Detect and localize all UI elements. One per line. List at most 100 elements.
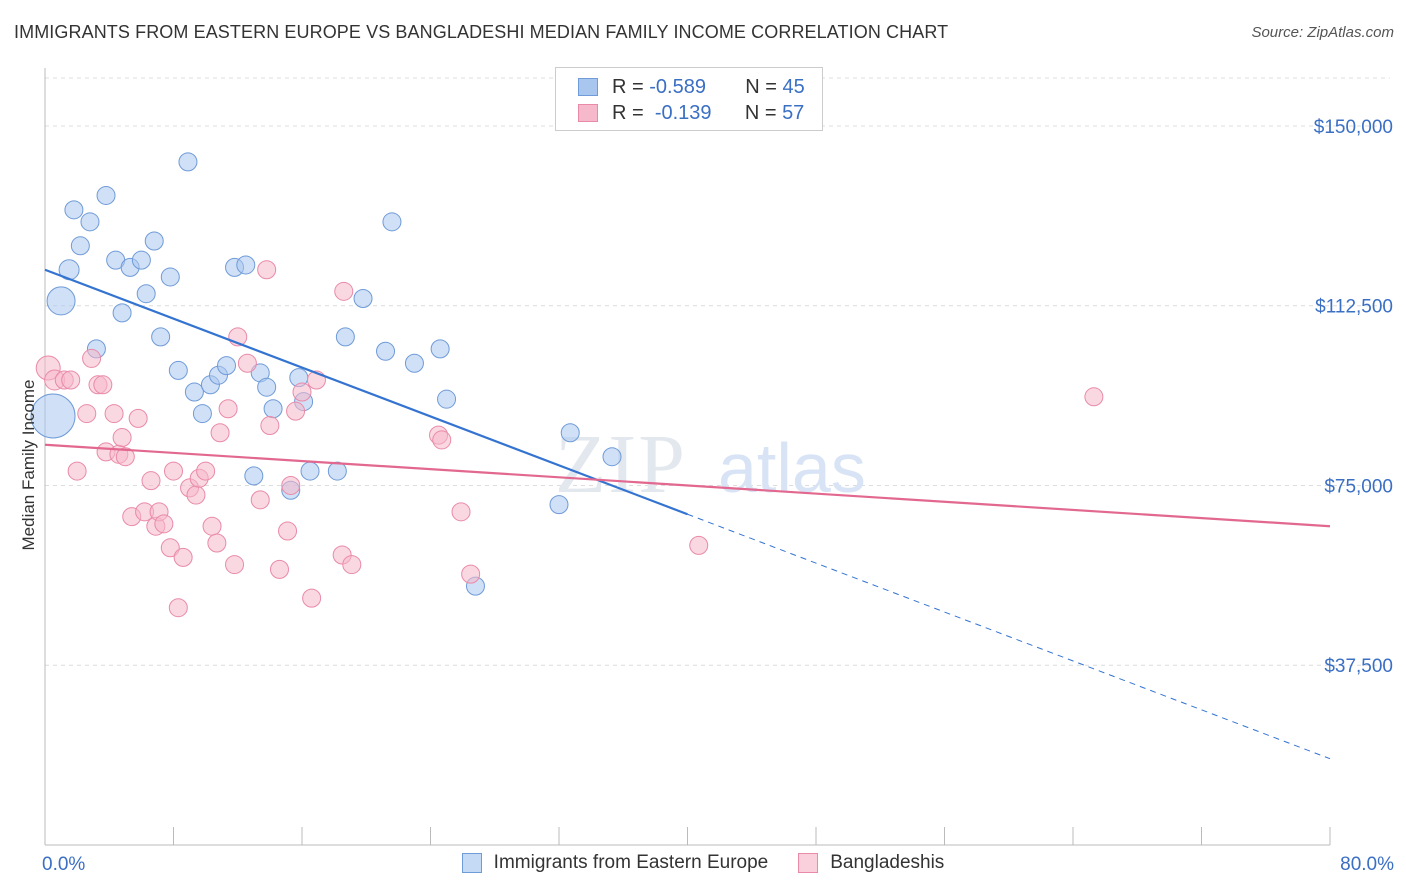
legend-label: Bangladeshis — [830, 852, 945, 873]
axes — [44, 68, 1331, 846]
point-bangladeshi — [1084, 387, 1104, 407]
point-eastern-europe — [217, 356, 237, 376]
point-eastern-europe — [244, 466, 264, 486]
x-tick-labels: 0.0% 80.0% — [42, 854, 1394, 875]
point-eastern-europe — [437, 389, 457, 409]
trend-lines — [44, 268, 1331, 760]
legend-label: Immigrants from Eastern Europe — [493, 852, 769, 873]
y-tick-labels: $37,500 $75,000 $112,500 $150,000 — [1314, 117, 1393, 677]
point-bangladeshi — [82, 348, 102, 368]
point-eastern-europe — [112, 303, 132, 323]
legend-swatch-blue — [578, 78, 598, 96]
trend-line-extension — [687, 513, 1331, 760]
point-bangladeshi — [225, 555, 245, 575]
point-eastern-europe — [151, 327, 171, 347]
point-bangladeshi — [286, 401, 306, 421]
source-credit: Source: ZipAtlas.com — [1251, 24, 1394, 41]
point-bangladeshi — [260, 416, 280, 436]
data-points — [30, 152, 1104, 618]
point-eastern-europe — [184, 382, 204, 402]
legend-r-value: -0.589 — [649, 75, 706, 98]
x-tick-label: 0.0% — [42, 854, 85, 875]
point-bangladeshi — [278, 521, 298, 541]
point-bangladeshi — [160, 538, 180, 558]
y-tick-label: $150,000 — [1314, 117, 1393, 138]
point-eastern-europe — [327, 461, 347, 481]
point-bangladeshi — [112, 428, 132, 448]
point-bangladeshi — [67, 461, 87, 481]
point-bangladeshi — [432, 430, 452, 450]
point-bangladeshi — [168, 598, 188, 618]
watermark-atlas: atlas — [718, 429, 866, 507]
legend-r-label: R = — [612, 75, 644, 98]
point-eastern-europe — [64, 200, 84, 220]
point-bangladeshi — [115, 447, 135, 467]
point-bangladeshi — [451, 502, 471, 522]
series-legend: Immigrants from Eastern Europe Banglades… — [0, 852, 1406, 874]
point-bangladeshi — [334, 281, 354, 301]
point-bangladeshi — [237, 353, 257, 373]
point-bangladeshi — [202, 516, 222, 536]
point-bangladeshi — [93, 375, 113, 395]
point-bangladeshi — [104, 404, 124, 424]
point-bangladeshi — [218, 399, 238, 419]
point-eastern-europe — [96, 185, 116, 205]
point-eastern-europe — [335, 327, 355, 347]
point-eastern-europe — [80, 212, 100, 232]
point-bangladeshi — [281, 475, 301, 495]
point-eastern-europe — [70, 236, 90, 256]
legend-item-bangladeshis[interactable]: Bangladeshis — [798, 852, 944, 874]
y-tick-label: $75,000 — [1324, 476, 1393, 497]
legend-r-value: -0.139 — [654, 101, 712, 124]
point-bangladeshi — [302, 588, 322, 608]
point-bangladeshi — [77, 404, 97, 424]
point-eastern-europe — [353, 289, 373, 309]
x-tick-label: 80.0% — [1340, 854, 1394, 875]
point-eastern-europe — [560, 423, 580, 443]
point-bangladeshi — [689, 535, 709, 555]
legend-item-eastern-europe[interactable]: Immigrants from Eastern Europe — [461, 852, 769, 874]
y-axis-title: Median Family Income — [19, 379, 38, 550]
point-bangladeshi — [270, 559, 290, 579]
legend-n-value: 45 — [782, 75, 805, 98]
point-eastern-europe — [300, 461, 320, 481]
point-bangladeshi — [250, 490, 270, 510]
point-bangladeshi — [128, 408, 148, 428]
legend-row-eastern-europe: R = -0.589 N = 45 — [578, 74, 805, 100]
stats-legend: R = -0.589 N = 45 R = -0.139 N = 57 — [555, 67, 823, 131]
legend-row-bangladeshi: R = -0.139 N = 57 — [578, 100, 804, 126]
point-bangladeshi — [164, 461, 183, 481]
point-eastern-europe — [178, 152, 198, 172]
point-eastern-europe — [136, 284, 156, 304]
point-bangladeshi — [207, 533, 227, 553]
legend-swatch-pink — [798, 853, 819, 873]
point-eastern-europe — [46, 286, 76, 316]
point-bangladeshi — [186, 485, 206, 505]
point-eastern-europe — [602, 447, 622, 467]
legend-swatch-blue — [461, 853, 482, 873]
point-eastern-europe — [192, 404, 212, 424]
point-eastern-europe — [30, 393, 76, 439]
point-bangladeshi — [257, 260, 277, 280]
point-eastern-europe — [257, 377, 277, 397]
point-bangladeshi — [210, 423, 230, 443]
point-bangladeshi — [196, 461, 216, 481]
point-bangladeshi — [61, 370, 81, 390]
trend-line-eastern-europe — [44, 268, 688, 516]
point-eastern-europe — [549, 495, 569, 515]
point-eastern-europe — [131, 250, 151, 270]
point-bangladeshi — [342, 555, 362, 575]
legend-n-label: N = — [744, 101, 777, 124]
point-eastern-europe — [430, 339, 450, 359]
point-bangladeshi — [461, 564, 481, 584]
legend-r-label: R = — [612, 101, 644, 124]
point-eastern-europe — [382, 212, 402, 232]
point-eastern-europe — [376, 341, 396, 361]
point-bangladeshi — [141, 471, 161, 491]
point-bangladeshi — [173, 547, 193, 567]
point-bangladeshi — [292, 382, 312, 402]
point-eastern-europe — [144, 231, 164, 251]
point-eastern-europe — [263, 399, 283, 419]
y-tick-label: $112,500 — [1315, 297, 1393, 318]
